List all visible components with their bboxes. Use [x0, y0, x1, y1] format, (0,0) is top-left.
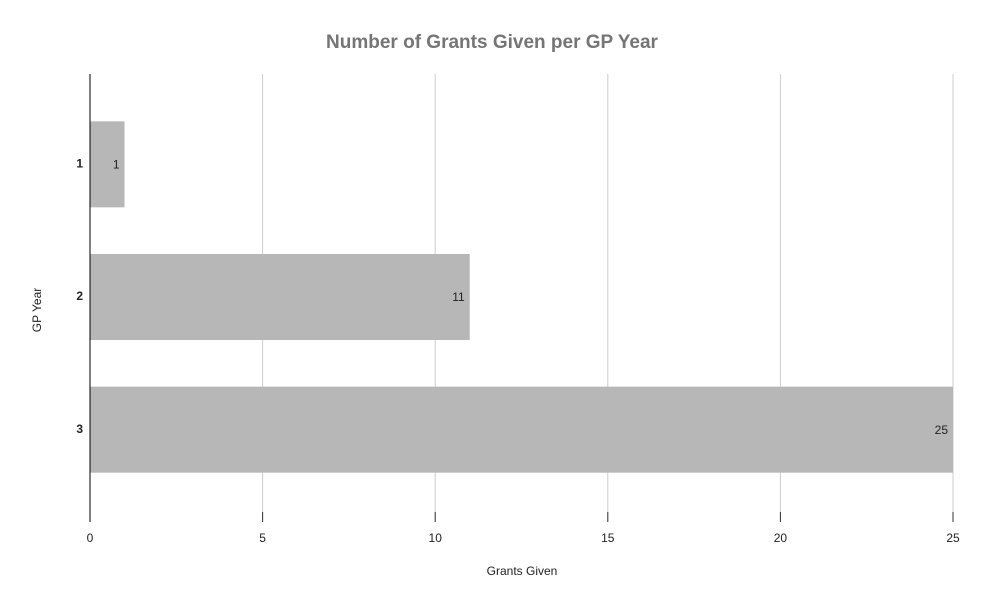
data-label: 1: [113, 158, 120, 172]
x-tick-label: 20: [774, 531, 788, 545]
x-tick-label: 5: [259, 531, 266, 545]
y-tick-label: 2: [76, 289, 83, 303]
bar: [90, 254, 470, 340]
data-label: 25: [935, 423, 949, 437]
bar: [90, 121, 125, 208]
y-axis-title: GP Year: [30, 288, 44, 332]
x-tick-label: 25: [946, 531, 960, 545]
y-tick-label: 3: [76, 422, 83, 436]
x-tick-label: 10: [429, 531, 443, 545]
data-label: 11: [452, 290, 465, 304]
y-tick-label: 1: [76, 157, 83, 171]
chart-title: Number of Grants Given per GP Year: [326, 32, 659, 53]
x-tick-label: 0: [87, 531, 94, 545]
x-axis-title: Grants Given: [487, 564, 558, 578]
x-tick-label: 15: [601, 531, 615, 545]
bar: [90, 386, 953, 473]
